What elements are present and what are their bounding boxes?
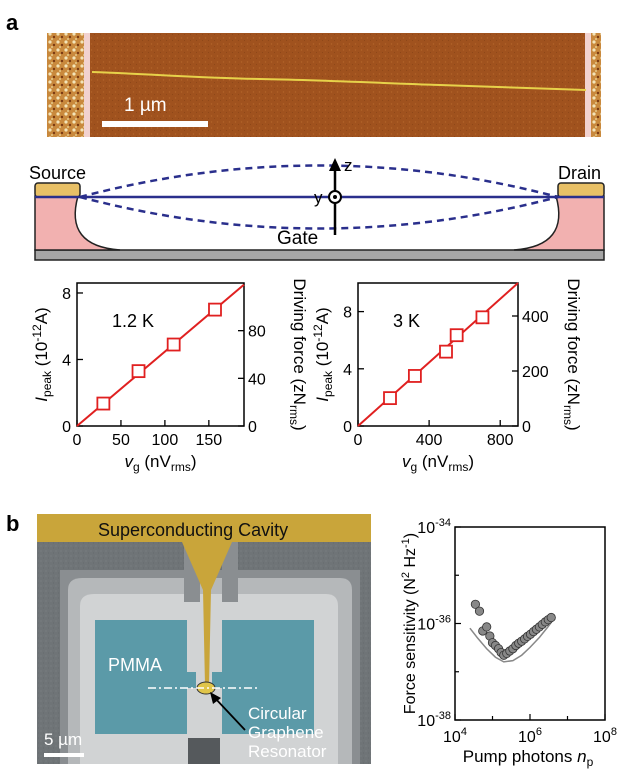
afm-image: 1 µm [47, 33, 601, 137]
right-support [513, 195, 605, 251]
x-tick-label: 0 [73, 432, 82, 449]
panel-a-label: a [6, 10, 19, 35]
resonator-label-3: Resonator [248, 742, 327, 761]
y-tick-label: 10-38 [417, 710, 451, 730]
y-axis-dot [333, 195, 337, 199]
y2-axis-label: Driving force (zNrms) [287, 278, 309, 430]
afm-scalebar [102, 121, 208, 127]
data-point [546, 612, 556, 623]
x-tick-label: 0 [354, 432, 363, 449]
resonator-pointer-head [210, 692, 221, 704]
resonator-label-2: Graphene [248, 723, 324, 742]
y2-tick-label: 0 [522, 419, 531, 436]
y2-tick-label: 400 [522, 309, 549, 326]
drain-contact [557, 182, 605, 198]
y2-tick-label: 0 [248, 419, 257, 436]
left-support [34, 195, 121, 251]
x-tick-label: 800 [487, 432, 514, 449]
y-tick-label: 0 [343, 419, 352, 436]
x-tick-label: 108 [593, 726, 617, 746]
panel-b-label: b [6, 511, 19, 536]
plot-frame [454, 526, 606, 721]
y-axis-label: Force sensitivity (N2 Hz-1) [400, 533, 419, 714]
x-tick-label: 400 [416, 432, 443, 449]
x-axis-label: vg (nVrms) [124, 452, 196, 474]
cavity-tip [182, 542, 232, 686]
y-tick-label: 8 [343, 305, 352, 322]
data-point [474, 606, 485, 616]
x-tick-label: 50 [112, 432, 130, 449]
data-point [96, 396, 111, 411]
mode-shape-upper [79, 164, 559, 199]
data-point [166, 337, 181, 352]
chart-ipeak-3k: 0 400 800 0 4 8 0 200 400 3 K vg (nVrms) Ipeak (10-… [311, 278, 583, 474]
y2-axis-label: Driving force (zNrms) [561, 278, 583, 430]
afm-scalebar-label: 1 µm [124, 95, 167, 116]
y2-tick-label: 80 [248, 324, 266, 341]
plot-frame [357, 282, 519, 427]
sem-scalebar [44, 753, 84, 757]
sem-image: Superconducting Cavity PMMA Circular Gra… [37, 514, 371, 764]
data-point [449, 328, 464, 343]
source-contact [34, 182, 81, 198]
x-tick-label: 150 [195, 432, 222, 449]
x-tick-label: 100 [152, 432, 179, 449]
pmma-label: PMMA [108, 655, 162, 675]
theory-curve [469, 617, 556, 663]
data-point [470, 599, 481, 609]
y2-tick-label: 40 [248, 371, 266, 388]
y-tick-label: 0 [62, 419, 71, 436]
source-label: Source [29, 163, 86, 183]
x-tick-label: 106 [518, 726, 542, 746]
mode-shape-lower [79, 195, 559, 230]
x-axis-label: Pump photons np [463, 747, 594, 769]
y-tick-label: 4 [343, 362, 352, 379]
drain-label: Drain [558, 163, 601, 183]
y-tick-label: 10-34 [417, 517, 451, 537]
temperature-label: 1.2 K [112, 311, 154, 331]
z-arrow-head [329, 158, 341, 171]
cavity-title: Superconducting Cavity [98, 520, 288, 540]
sem-scalebar-label: 5 µm [44, 730, 82, 749]
x-tick-label: 104 [443, 726, 467, 746]
data-point [407, 369, 422, 383]
data-point [131, 364, 146, 379]
x-axis-label: vg (nVrms) [402, 452, 474, 474]
y2-tick-label: 200 [522, 364, 549, 381]
data-point [439, 344, 453, 359]
resonator-pointer [213, 696, 246, 731]
data-point [383, 391, 397, 406]
plot-frame [76, 282, 245, 427]
data-point [208, 302, 222, 317]
resonator-label-1: Circular [248, 704, 307, 723]
y-axis-label: y [314, 188, 323, 207]
nanotube-line [91, 71, 587, 91]
y-tick-label: 4 [62, 352, 71, 369]
device-schematic: Source Drain Gate z y [29, 156, 605, 261]
y-axis-label: Ipeak (10-12A) [311, 307, 335, 401]
data-point [475, 310, 490, 325]
fit-line [357, 282, 519, 427]
y-tick-label: 8 [62, 286, 71, 303]
temperature-label: 3 K [393, 311, 420, 331]
cavity-gold-bar [37, 514, 371, 542]
y-axis-label: Ipeak (10-12A) [30, 307, 54, 401]
gate-label: Gate [277, 228, 318, 249]
gate-electrode [34, 249, 605, 261]
data-point [482, 622, 492, 632]
chart-force-sensitivity: 104 106 108 10-34 10-36 10-38 Pump photons np F… [400, 517, 617, 769]
y-tick-label: 10-36 [417, 614, 451, 634]
z-axis-label: z [344, 156, 353, 175]
